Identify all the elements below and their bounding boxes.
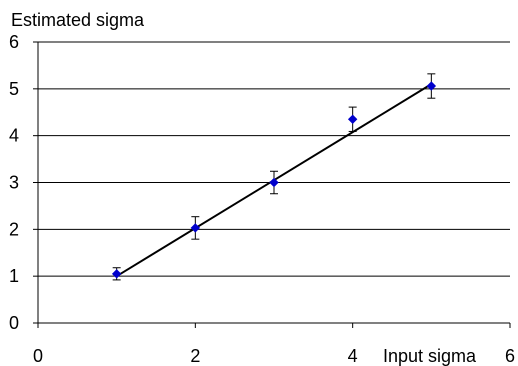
data-points bbox=[111, 81, 437, 279]
x-tick-labels: 0 2 4 6 bbox=[33, 346, 515, 366]
x-tick-label: 2 bbox=[190, 346, 200, 366]
data-point bbox=[190, 223, 201, 233]
x-ticks bbox=[37, 323, 511, 328]
y-tick-label: 6 bbox=[9, 32, 19, 52]
y-tick-label: 4 bbox=[9, 126, 19, 146]
x-tick-label: 0 bbox=[33, 346, 43, 366]
data-point bbox=[111, 269, 122, 279]
y-tick-label: 5 bbox=[9, 79, 19, 99]
y-tick-label: 2 bbox=[9, 219, 19, 239]
x-tick-label: 6 bbox=[505, 346, 515, 366]
y-tick-label: 0 bbox=[9, 313, 19, 333]
data-point bbox=[426, 81, 437, 91]
data-point bbox=[269, 177, 279, 188]
y-tick-label: 1 bbox=[9, 266, 19, 286]
data-point bbox=[347, 114, 358, 124]
y-tick-label: 3 bbox=[9, 173, 19, 193]
y-ticks bbox=[33, 41, 38, 324]
x-axis-label: Input sigma bbox=[383, 346, 477, 366]
y-axis-label: Estimated sigma bbox=[11, 10, 145, 30]
x-tick-label: 4 bbox=[348, 346, 358, 366]
y-tick-labels: 0 1 2 3 4 5 6 bbox=[9, 32, 19, 333]
